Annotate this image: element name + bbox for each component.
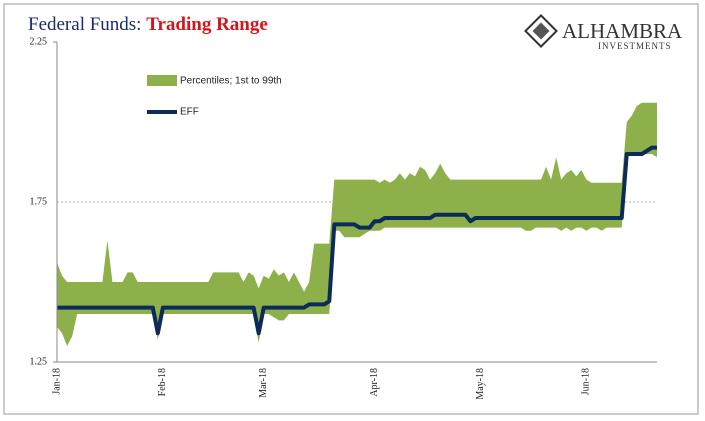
logo-mark	[524, 14, 558, 48]
x-tick-label: Feb-18	[157, 368, 168, 396]
plot: 1.25 1.75 2.25 Percentiles; 1st to 99th EFF J…	[30, 36, 657, 400]
logo-tagline: INVESTMENTS	[598, 41, 672, 51]
legend-label: Percentiles; 1st to 99th	[180, 76, 282, 87]
logo: ALHAMBRA INVESTMENTS	[524, 14, 683, 51]
title-main: Federal Funds:	[28, 14, 141, 35]
x-tick-label: Mar-18	[258, 368, 269, 398]
logo-name: ALHAMBRA	[562, 19, 683, 43]
logo-mark-inner	[532, 22, 550, 40]
chart-title: Federal Funds: Trading Range	[28, 14, 268, 35]
x-tick-label: Apr-18	[369, 368, 380, 397]
x-tick-label: Jun-18	[581, 368, 592, 395]
legend-label: EFF	[180, 107, 199, 118]
x-tick-label: Jan-18	[51, 368, 62, 395]
y-tick-label: 2.25	[30, 36, 48, 47]
y-tick-label: 1.75	[30, 196, 48, 207]
legend-swatch	[147, 75, 177, 86]
eff-line	[57, 145, 657, 336]
y-tick-label: 1.25	[30, 356, 48, 367]
title-highlight: Trading Range	[146, 14, 268, 35]
x-tick-label: May-18	[475, 368, 486, 400]
